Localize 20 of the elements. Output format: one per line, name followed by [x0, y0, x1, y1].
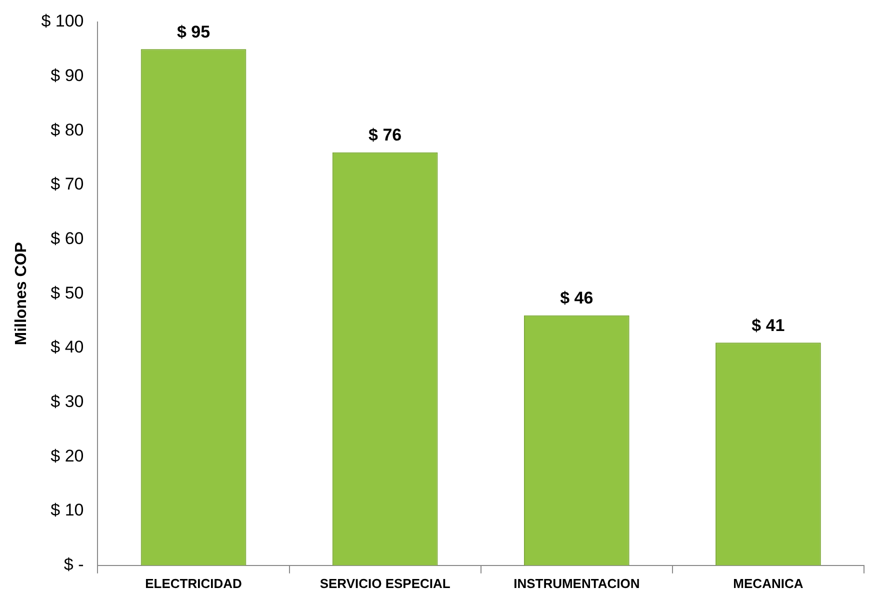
y-tick-label: $ 50 — [50, 283, 84, 302]
x-tick-label: INSTRUMENTACION — [514, 576, 640, 591]
data-label: $ 41 — [752, 316, 785, 335]
y-tick-label: $ 70 — [50, 174, 84, 194]
y-axis-title: Millones COP — [13, 242, 30, 346]
y-tick-label: $ 10 — [50, 500, 84, 520]
data-label: $ 46 — [560, 288, 594, 308]
data-label: $ 95 — [176, 22, 210, 42]
y-tick-label: $ 40 — [50, 338, 84, 357]
y-tick-label: $ 20 — [50, 446, 84, 466]
data-label: $ 76 — [368, 126, 402, 145]
y-tick-label: $ 90 — [50, 66, 84, 86]
y-tick-label: $ 100 — [41, 12, 84, 31]
y-tick-label: $ - — [64, 555, 84, 574]
y-tick-label: $ 80 — [50, 120, 84, 140]
x-tick-label: SERVICIO ESPECIAL — [320, 576, 450, 591]
y-tick-label: $ 60 — [50, 229, 84, 248]
x-tick-label: ELECTRICIDAD — [145, 576, 242, 591]
y-tick-label: $ 30 — [50, 392, 84, 412]
x-tick-label: MECANICA — [733, 576, 804, 591]
